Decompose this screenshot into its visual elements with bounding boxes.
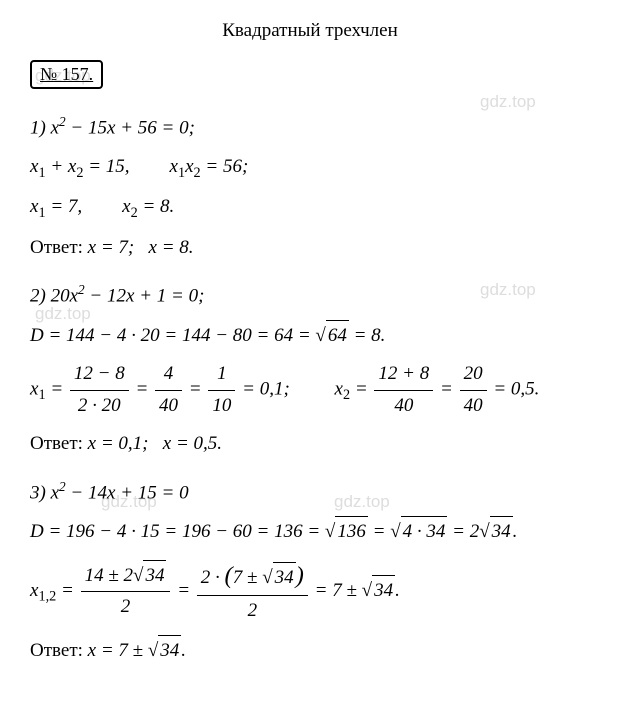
p1-answer: Ответ: x = 7; x = 8. (30, 233, 590, 263)
section-title: Квадратный трехчлен (30, 20, 590, 42)
p3-roots: x1,2 = 14 ± 234 2 = 2 · (7 ± 34) 2 = 7 ±… (30, 556, 590, 627)
p2-answer: Ответ: x = 0,1; x = 0,5. (30, 429, 590, 459)
p3-answer: Ответ: x = 7 ± 34. (30, 635, 590, 666)
p3-equation: 3) x2 − 14x + 15 = 0 (30, 476, 590, 509)
p3-discriminant: D = 196 − 4 · 15 = 196 − 60 = 136 = 136 … (30, 516, 590, 547)
p2-discriminant: D = 144 − 4 · 20 = 144 − 80 = 64 = 64 = … (30, 320, 590, 351)
problem-number: № 157. (30, 60, 103, 89)
p1-equation: 1) x2 − 15x + 56 = 0; (30, 111, 590, 144)
p2-roots: x1 = 12 − 82 · 20 = 440 = 110 = 0,1; x2 … (30, 359, 590, 421)
p1-vieta: x1 + x2 = 15,x1x2 = 56; (30, 152, 590, 185)
p1-roots: x1 = 7,x2 = 8. (30, 192, 590, 225)
p2-equation: 2) 20x2 − 12x + 1 = 0; (30, 279, 590, 312)
